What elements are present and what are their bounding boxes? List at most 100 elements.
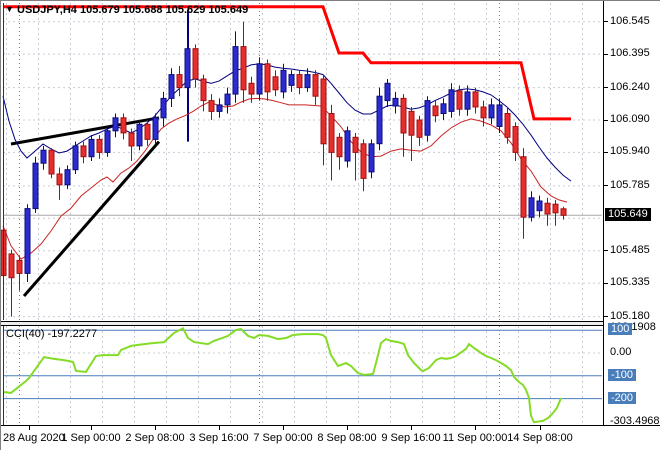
time-axis-label: 1 Sep 00:00 [61,432,121,444]
candle-body [392,97,399,107]
time-axis-tick [29,426,30,430]
current-price-label: 105.649 [605,208,651,222]
price-scale-axis[interactable]: 106.545 106.395 106.240 106.090 105.940 105.7… [603,1,660,428]
candle-body [304,74,311,89]
time-axis-tick [540,426,541,430]
candle-body [104,130,111,153]
panel-separator[interactable] [1,321,660,326]
cci-chart-canvas [2,326,602,425]
price-axis-tick [604,151,608,153]
candle-body [336,136,343,158]
time-axis-tick [475,426,476,430]
price-axis-tick [604,119,608,121]
time-axis-tick [283,426,284,430]
candle-body [144,123,151,140]
price-axis-tick [604,316,608,318]
price-chart-panel[interactable] [0,1,603,321]
candle-body [208,100,215,112]
candle-body [152,117,159,140]
candle-body [288,74,295,86]
candle-body [440,103,447,115]
time-axis-label: 3 Sep 16:00 [189,432,249,444]
price-axis-label: 105.485 [610,243,650,256]
price-axis-tick [604,282,608,284]
candle-body [400,97,407,134]
candle-body [192,48,199,80]
price-axis-label: 105.785 [610,178,650,191]
candle-body [328,113,335,153]
cci-level-label: -100 [608,368,637,381]
candle-body [352,136,359,153]
cci-line [2,326,562,424]
price-axis-label: 106.545 [610,14,650,27]
candle-body [528,197,535,218]
cci-axis-zero-label: 0.00 [610,346,632,358]
cci-level-label: 100 [608,323,633,336]
candle-body [72,145,79,171]
candle-body [520,156,527,218]
candle-body [224,93,231,106]
candle-body [512,126,519,153]
price-axis-tick [604,87,608,89]
cci-axis-min-label: -303.4968 [610,415,660,428]
candle-body [312,74,319,97]
candle-body [80,145,87,158]
time-axis-label: 28 Aug 2020 [3,432,65,444]
time-axis-tick [411,426,412,430]
price-chart-canvas [0,3,602,320]
candle-body [64,169,71,186]
black-trendline [22,140,161,297]
candle-body [168,74,175,99]
candle-body [344,130,351,162]
time-axis-label: 8 Sep 08:00 [317,432,377,444]
candle-body [248,82,255,95]
candle-body [416,119,423,138]
price-axis-tick [604,21,608,23]
cci-indicator-panel[interactable] [1,326,603,425]
time-axis-tick [219,426,220,430]
candle-body [280,69,287,93]
candle-body [240,46,247,91]
candle-body [256,63,263,95]
candle-body [424,100,431,136]
price-axis-label: 106.090 [610,113,650,125]
candle-body [504,113,511,138]
candle-body [472,91,479,108]
candle-body [8,253,15,279]
red-step-line [3,5,571,121]
candle-body [88,138,95,158]
price-axis-label: 105.940 [610,145,650,158]
candle-body [544,202,551,215]
candle-body [560,208,567,216]
candle-body [136,123,143,147]
time-axis-label: 2 Sep 08:00 [125,432,185,444]
candle-body [264,63,271,93]
candle-body [384,82,391,102]
candle-body [32,162,39,210]
price-axis-tick [604,185,608,187]
price-axis-tick [604,250,608,252]
black-trendline [10,116,160,146]
candle-body [96,138,103,153]
candle-body [432,105,439,117]
candle-body [24,208,31,274]
candle-body [112,117,119,132]
candle-body [368,143,375,173]
candle-body [488,104,495,119]
candle-body [56,173,63,186]
candle-body [376,95,383,145]
time-axis-label: 7 Sep 00:00 [253,432,313,444]
candle-body [448,89,455,112]
candle-body [120,117,127,134]
price-axis-label: 106.395 [610,47,650,60]
candle-body [200,78,207,102]
price-axis-tick [604,53,608,55]
time-scale-axis[interactable]: 28 Aug 2020 1 Sep 00:00 2 Sep 08:00 3 Sep 1… [1,425,660,451]
time-axis-tick [155,426,156,430]
time-axis-label: 9 Sep 16:00 [381,432,441,444]
candle-body [552,203,559,214]
candle-body [480,106,487,119]
cci-indicator-label: CCI(40) -197.2277 [6,328,98,340]
symbol-dropdown-icon[interactable]: ▼ [5,4,14,14]
cci-level-label: -200 [608,391,637,404]
